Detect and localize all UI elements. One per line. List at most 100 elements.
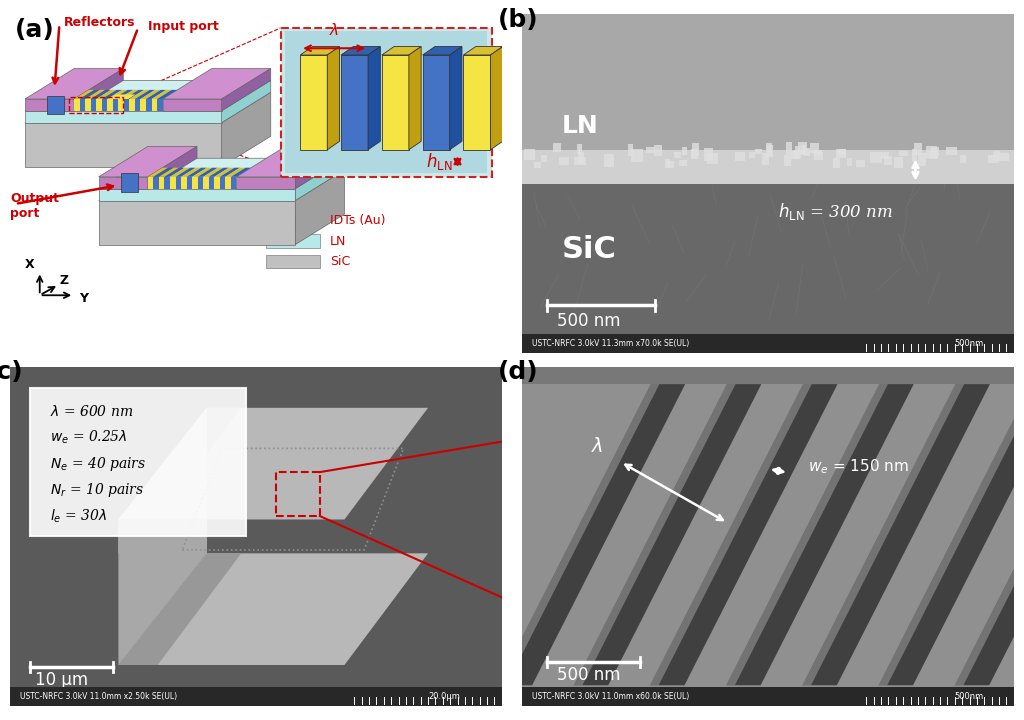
Polygon shape — [295, 146, 344, 189]
Polygon shape — [163, 68, 270, 99]
Polygon shape — [80, 90, 100, 99]
Polygon shape — [409, 47, 421, 150]
Polygon shape — [146, 99, 152, 111]
Polygon shape — [214, 177, 220, 189]
Bar — [70, 97, 123, 112]
Bar — [30, 387, 246, 536]
Polygon shape — [147, 168, 168, 177]
Bar — [912, 149, 918, 161]
Bar — [801, 145, 806, 154]
Polygon shape — [237, 146, 344, 177]
Polygon shape — [91, 90, 111, 99]
Bar — [665, 159, 670, 168]
Polygon shape — [154, 177, 159, 189]
Bar — [993, 151, 1000, 161]
Bar — [804, 148, 810, 156]
Polygon shape — [368, 47, 380, 150]
Polygon shape — [25, 92, 270, 122]
Polygon shape — [25, 111, 221, 122]
Bar — [870, 153, 882, 163]
Bar — [266, 235, 319, 248]
Polygon shape — [170, 177, 175, 189]
Bar — [705, 148, 713, 161]
Polygon shape — [135, 99, 140, 111]
Text: X: X — [25, 258, 35, 271]
Polygon shape — [230, 168, 251, 177]
Bar — [654, 145, 662, 156]
Polygon shape — [98, 189, 295, 200]
Bar — [266, 214, 293, 228]
Bar — [762, 153, 769, 165]
Polygon shape — [129, 99, 135, 111]
Polygon shape — [101, 90, 122, 99]
Bar — [881, 153, 889, 159]
Polygon shape — [220, 177, 225, 189]
Polygon shape — [879, 384, 1024, 685]
Polygon shape — [159, 177, 165, 189]
Text: SiC: SiC — [330, 255, 350, 268]
Bar — [47, 96, 65, 114]
Bar — [931, 147, 939, 156]
Polygon shape — [147, 146, 197, 189]
Polygon shape — [96, 90, 117, 99]
Bar — [884, 156, 892, 166]
Polygon shape — [209, 168, 229, 177]
Bar — [604, 154, 613, 167]
Bar — [10, 687, 502, 706]
Polygon shape — [113, 90, 133, 99]
Polygon shape — [146, 90, 166, 99]
Polygon shape — [230, 177, 237, 189]
Polygon shape — [498, 384, 659, 685]
Polygon shape — [165, 168, 184, 177]
Polygon shape — [214, 168, 234, 177]
Polygon shape — [225, 177, 230, 189]
Bar — [856, 160, 864, 166]
Bar — [766, 143, 772, 155]
Polygon shape — [157, 90, 177, 99]
Text: Input port: Input port — [147, 19, 218, 32]
Polygon shape — [108, 90, 128, 99]
Bar — [646, 147, 654, 153]
Polygon shape — [25, 122, 221, 166]
Polygon shape — [186, 168, 207, 177]
Text: $h_{\mathrm{LN}}$ = 300 nm: $h_{\mathrm{LN}}$ = 300 nm — [778, 202, 893, 222]
Polygon shape — [157, 99, 163, 111]
Bar — [121, 174, 138, 192]
Polygon shape — [490, 47, 503, 150]
Polygon shape — [382, 55, 409, 150]
Polygon shape — [193, 177, 198, 189]
Text: $N_r$ = 10 pairs: $N_r$ = 10 pairs — [49, 482, 143, 500]
Bar — [833, 158, 840, 168]
Polygon shape — [80, 99, 85, 111]
Text: $l_e$ = 30$\lambda$: $l_e$ = 30$\lambda$ — [49, 508, 106, 526]
Polygon shape — [152, 90, 172, 99]
Polygon shape — [154, 168, 174, 177]
Polygon shape — [209, 177, 214, 189]
Polygon shape — [341, 47, 380, 55]
Bar — [691, 143, 698, 156]
Polygon shape — [450, 47, 462, 150]
Polygon shape — [803, 384, 990, 685]
Polygon shape — [98, 146, 197, 177]
Bar — [847, 158, 852, 166]
Bar — [813, 150, 822, 155]
Polygon shape — [163, 99, 221, 111]
Polygon shape — [119, 99, 124, 111]
Polygon shape — [85, 90, 105, 99]
Bar — [668, 161, 675, 168]
Bar — [522, 334, 1014, 353]
Bar — [632, 149, 643, 162]
Polygon shape — [295, 170, 344, 245]
Bar — [756, 149, 762, 154]
Polygon shape — [879, 384, 1024, 685]
Bar — [522, 150, 1014, 184]
Polygon shape — [203, 177, 209, 189]
Bar — [959, 156, 966, 163]
Polygon shape — [726, 384, 888, 685]
Bar — [946, 147, 957, 156]
Polygon shape — [96, 99, 101, 111]
Polygon shape — [203, 168, 223, 177]
Text: LN: LN — [330, 235, 346, 248]
Polygon shape — [140, 99, 146, 111]
Text: 500 nm: 500 nm — [557, 312, 621, 330]
